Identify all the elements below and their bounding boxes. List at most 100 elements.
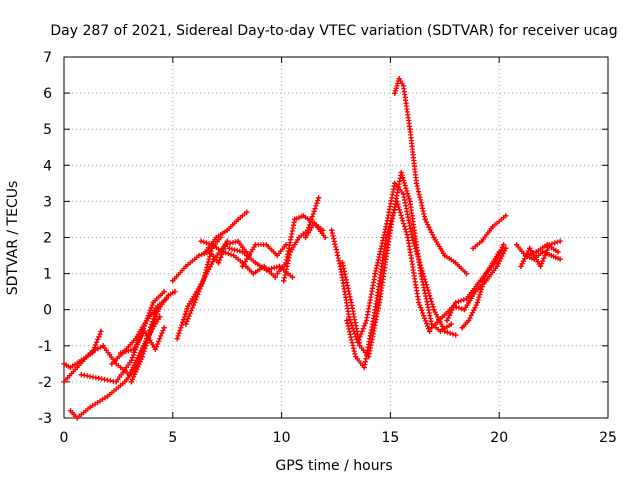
- data-point: [459, 325, 465, 331]
- data-point: [274, 271, 280, 277]
- data-point: [122, 379, 128, 385]
- data-point: [235, 238, 241, 244]
- data-point: [202, 249, 209, 255]
- series-track-4: [78, 289, 167, 385]
- data-point: [557, 256, 563, 262]
- data-point: [409, 234, 415, 241]
- data-point: [426, 328, 433, 334]
- data-point: [196, 252, 202, 259]
- data-point: [235, 216, 241, 223]
- y-tick-label: 2: [43, 231, 52, 247]
- series-track-28: [522, 242, 561, 259]
- data-point: [198, 238, 204, 244]
- series-track-6: [117, 325, 167, 356]
- x-tick-label: 25: [599, 430, 617, 446]
- data-point: [252, 242, 259, 248]
- data-point: [150, 321, 156, 327]
- y-tick-label: -2: [38, 375, 52, 391]
- data-point: [472, 289, 478, 295]
- data-point: [557, 238, 563, 244]
- data-point: [161, 289, 167, 295]
- data-point: [272, 274, 278, 280]
- data-point: [544, 242, 550, 248]
- data-point: [453, 299, 459, 306]
- series-track-19: [339, 169, 454, 360]
- data-point: [104, 393, 111, 399]
- series-trace: [61, 314, 163, 385]
- data-point: [344, 317, 350, 324]
- data-point: [407, 198, 413, 204]
- data-point: [224, 227, 230, 233]
- data-point: [483, 271, 489, 277]
- series-track-2: [61, 328, 104, 371]
- data-point: [128, 379, 135, 385]
- data-point: [416, 299, 422, 306]
- data-point: [540, 249, 546, 255]
- x-tick-label: 15: [381, 430, 399, 446]
- series-track-12: [202, 209, 250, 255]
- data-point: [361, 364, 367, 371]
- grid: [64, 57, 608, 418]
- y-tick-label: 3: [43, 194, 52, 210]
- data-point: [413, 180, 420, 186]
- data-point: [329, 227, 335, 233]
- data-point: [339, 260, 346, 266]
- data-point: [555, 249, 561, 255]
- x-axis-label: GPS time / hours: [275, 458, 392, 474]
- y-tick-label: 1: [43, 267, 52, 283]
- x-tick-label: 5: [168, 430, 177, 446]
- series-track-20: [344, 198, 433, 371]
- data-point: [61, 361, 67, 367]
- data-point: [474, 299, 481, 306]
- data-point: [437, 328, 444, 334]
- data-point: [322, 234, 328, 241]
- data-point: [466, 317, 472, 324]
- data-point: [165, 292, 172, 298]
- data-point: [492, 260, 498, 266]
- data-point: [453, 260, 459, 266]
- data-point: [292, 216, 298, 223]
- data-point: [548, 252, 555, 259]
- data-point: [300, 213, 306, 219]
- chart-title: Day 287 of 2021, Sidereal Day-to-day VTE…: [50, 23, 617, 39]
- data-point: [215, 260, 222, 266]
- axis-ticks: [63, 56, 609, 419]
- x-tick-labels: 0 5 10 15 20 25: [60, 430, 617, 446]
- data-point: [500, 242, 507, 248]
- series-track-24: [459, 242, 507, 331]
- x-tick-label: 10: [273, 430, 291, 446]
- data-point: [185, 303, 191, 309]
- data-point: [163, 296, 169, 302]
- data-point: [527, 245, 533, 251]
- series-track-8: [170, 238, 230, 284]
- data-point: [337, 263, 343, 269]
- data-point: [252, 260, 259, 266]
- data-point: [431, 307, 437, 313]
- data-point: [183, 321, 189, 327]
- data-point: [283, 242, 289, 248]
- data-point: [281, 278, 287, 284]
- data-point: [463, 296, 470, 302]
- data-point: [250, 271, 256, 277]
- x-tick-label: 20: [490, 430, 508, 446]
- data-point: [61, 379, 67, 385]
- data-point: [289, 274, 296, 280]
- data-point: [405, 234, 411, 241]
- data-point: [117, 350, 124, 356]
- data-point: [74, 364, 80, 371]
- data-point: [213, 234, 219, 241]
- data-point: [394, 198, 400, 204]
- series-track-1: [61, 314, 163, 385]
- data-point: [392, 90, 398, 96]
- data-point: [231, 252, 237, 259]
- y-tick-label: -3: [38, 411, 52, 427]
- data-point: [144, 317, 150, 324]
- data-point: [418, 271, 424, 277]
- data-point: [357, 343, 363, 349]
- data-point: [444, 317, 450, 324]
- plot-area: [61, 76, 563, 421]
- data-point: [431, 234, 437, 241]
- data-point: [89, 350, 95, 356]
- data-point: [518, 263, 524, 269]
- data-point: [537, 263, 544, 269]
